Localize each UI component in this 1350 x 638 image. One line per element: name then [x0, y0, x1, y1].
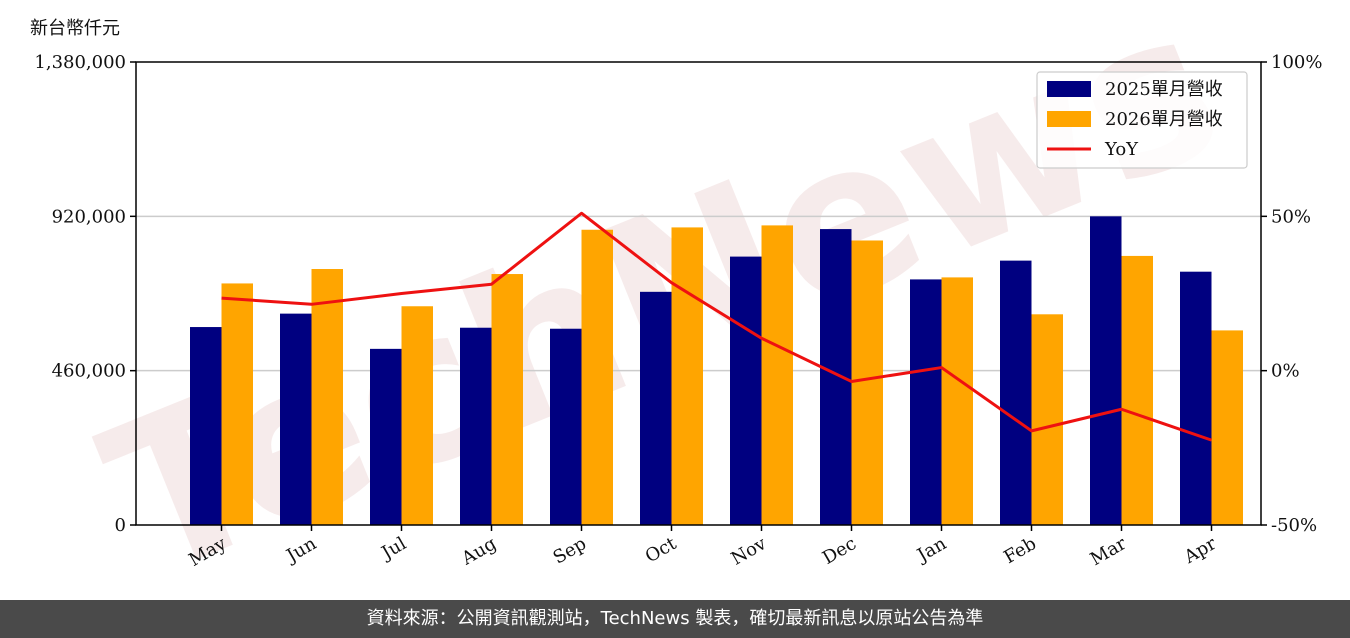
revenue-chart: TechNews 0 460,000 920,000 1,380,000 -50% 0% 50…: [30, 0, 1322, 600]
bar-first-series: [820, 229, 852, 525]
legend-swatch: [1047, 81, 1091, 97]
yoy-line: [221, 211, 1212, 442]
bars: [190, 216, 1243, 526]
bar-second-series: [491, 274, 523, 525]
bar-second-series: [1031, 314, 1063, 525]
bar-first-series: [280, 313, 312, 525]
left-axis: 0 460,000 920,000 1,380,000: [34, 52, 136, 536]
bar-first-series: [190, 327, 222, 525]
right-axis: -50% 0% 50% 100%: [1261, 52, 1322, 536]
bar-second-series: [221, 283, 253, 525]
right-tick-label: 0%: [1271, 361, 1300, 382]
bar-second-series: [401, 306, 433, 525]
bar-first-series: [460, 327, 492, 525]
right-tick-label: -50%: [1271, 515, 1317, 536]
bar-first-series: [730, 256, 762, 525]
x-tick-label: Aug: [457, 533, 500, 570]
chart-svg: TechNews0460,000920,0001,380,000-50%0%50…: [30, 0, 1322, 600]
legend: 2025單月營收 2026單月營收 YoY: [1036, 71, 1248, 169]
legend-label: YoY: [1104, 139, 1139, 160]
bar-first-series: [640, 291, 672, 525]
source-footer-text: 資料來源：公開資訊觀測站，TechNews 製表，確切最新訊息以原站公告為準: [366, 608, 984, 629]
bar-second-series: [671, 227, 703, 525]
legend-label: 2025單月營收: [1105, 79, 1223, 100]
bar-second-series: [1121, 255, 1153, 525]
x-tick-label: Mar: [1087, 533, 1131, 570]
left-tick-label: 1,380,000: [34, 52, 126, 73]
bar-first-series: [1000, 260, 1032, 525]
x-tick-label: Oct: [642, 533, 681, 568]
bar-first-series: [910, 279, 942, 525]
plot-frame: [135, 61, 1262, 526]
legend-swatch: [1047, 111, 1091, 127]
bar-second-series: [761, 225, 793, 525]
x-tick-label: Dec: [819, 533, 860, 569]
bar-first-series: [1180, 271, 1212, 525]
x-tick-label: Apr: [1180, 533, 1220, 568]
y-unit-label: 新台幣仟元: [30, 18, 120, 39]
source-footer: 資料來源：公開資訊觀測站，TechNews 製表，確切最新訊息以原站公告為準: [0, 600, 1350, 638]
bar-second-series: [1211, 330, 1243, 525]
left-tick-label: 0: [115, 515, 126, 536]
x-tick-label: Sep: [550, 533, 590, 568]
bar-first-series: [370, 348, 402, 525]
x-tick-label: Jan: [912, 533, 950, 567]
x-tick-label: Nov: [728, 533, 771, 570]
legend-label: 2026單月營收: [1105, 109, 1223, 130]
bar-second-series: [851, 240, 883, 525]
bar-first-series: [1090, 216, 1122, 526]
left-tick-label: 920,000: [52, 206, 126, 227]
x-tick-label: Feb: [1000, 533, 1040, 568]
bar-second-series: [581, 229, 613, 526]
right-tick-label: 100%: [1271, 52, 1322, 73]
bar-first-series: [550, 328, 582, 525]
right-tick-label: 50%: [1271, 206, 1311, 227]
bar-second-series: [311, 269, 343, 525]
bar-second-series: [941, 277, 973, 525]
left-tick-label: 460,000: [52, 361, 126, 382]
